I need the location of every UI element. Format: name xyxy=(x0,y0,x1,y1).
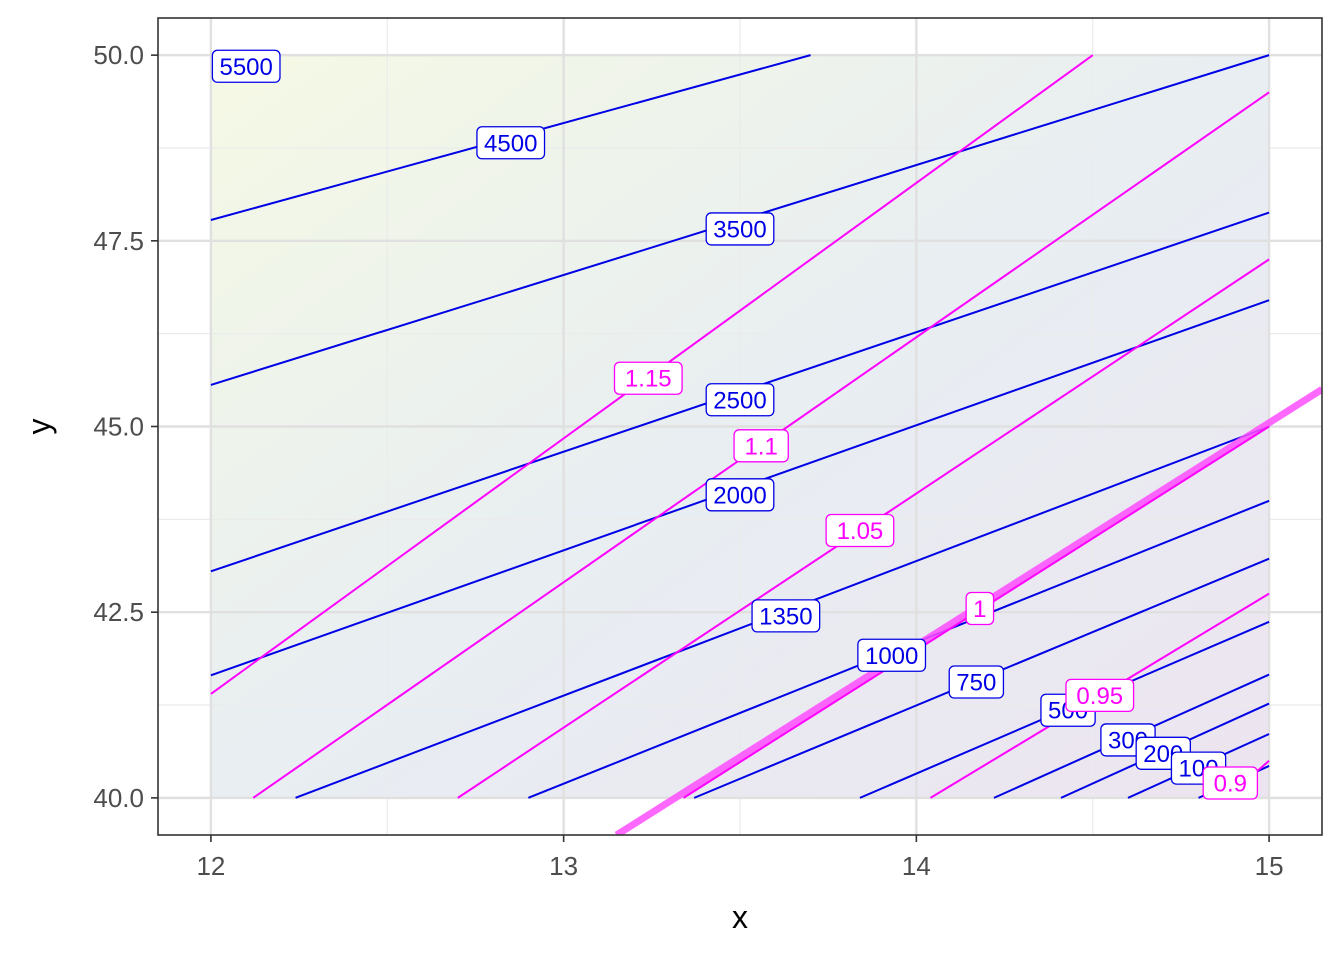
label-box xyxy=(705,212,775,246)
label-text: 2000 xyxy=(713,482,766,509)
label-box xyxy=(751,599,821,633)
x-tick-label: 12 xyxy=(196,851,225,881)
label-box xyxy=(948,665,1005,699)
magenta-contour-label: 0.9 xyxy=(1202,766,1259,800)
magenta-contour-label: 1 xyxy=(965,591,995,626)
x-axis: 12 13 14 15 xyxy=(196,835,1284,881)
label-box xyxy=(705,383,775,417)
label-text: 750 xyxy=(956,669,996,696)
label-text: 1000 xyxy=(865,643,918,670)
label-box xyxy=(705,478,775,512)
label-box xyxy=(211,49,281,83)
y-tick-label: 45.0 xyxy=(93,412,144,442)
blue-contour-label: 2000 xyxy=(705,478,775,512)
y-tick-label: 50.0 xyxy=(93,40,144,70)
y-tick-label: 40.0 xyxy=(93,783,144,813)
label-text: 1.15 xyxy=(625,366,672,393)
label-text: 1.05 xyxy=(837,518,884,545)
label-box xyxy=(857,638,927,672)
blue-contour-label: 3500 xyxy=(705,212,775,246)
y-tick-label: 42.5 xyxy=(93,597,144,627)
label-box xyxy=(1065,678,1135,713)
blue-contour-label: 1350 xyxy=(751,599,821,633)
y-axis: 40.0 42.5 45.0 47.5 50.0 xyxy=(93,40,158,813)
magenta-contour-label: 1.15 xyxy=(613,361,683,395)
label-text: 1 xyxy=(973,596,986,623)
y-axis-title: y xyxy=(21,419,57,435)
magenta-contour-label: 1.05 xyxy=(825,513,895,548)
label-text: 1350 xyxy=(759,603,812,630)
label-box xyxy=(1202,766,1259,800)
blue-contour-label: 750 xyxy=(948,665,1005,699)
label-text: 2500 xyxy=(713,387,766,414)
x-tick-label: 15 xyxy=(1255,851,1284,881)
label-text: 0.95 xyxy=(1076,683,1123,710)
label-box xyxy=(825,513,895,548)
label-text: 4500 xyxy=(484,130,537,157)
blue-contour-label: 5500 xyxy=(211,49,281,83)
magenta-contour-label: 0.95 xyxy=(1065,678,1135,713)
label-box xyxy=(733,429,789,463)
blue-contour-label: 1000 xyxy=(857,638,927,672)
x-axis-title: x xyxy=(732,899,748,935)
label-text: 3500 xyxy=(713,216,766,243)
label-text: 5500 xyxy=(219,54,272,81)
y-tick-label: 47.5 xyxy=(93,226,144,256)
label-text: 0.9 xyxy=(1214,771,1247,798)
x-tick-label: 14 xyxy=(902,851,931,881)
label-box xyxy=(613,361,683,395)
blue-contour-label: 4500 xyxy=(476,126,546,160)
label-text: 1.1 xyxy=(744,433,777,460)
contour-labels: 5500450035002500200013501000750500300200… xyxy=(211,49,1259,800)
magenta-contour-label: 1.1 xyxy=(733,429,789,463)
label-box xyxy=(476,126,546,160)
x-tick-label: 13 xyxy=(549,851,578,881)
blue-contour-label: 2500 xyxy=(705,383,775,417)
label-box xyxy=(965,591,995,626)
